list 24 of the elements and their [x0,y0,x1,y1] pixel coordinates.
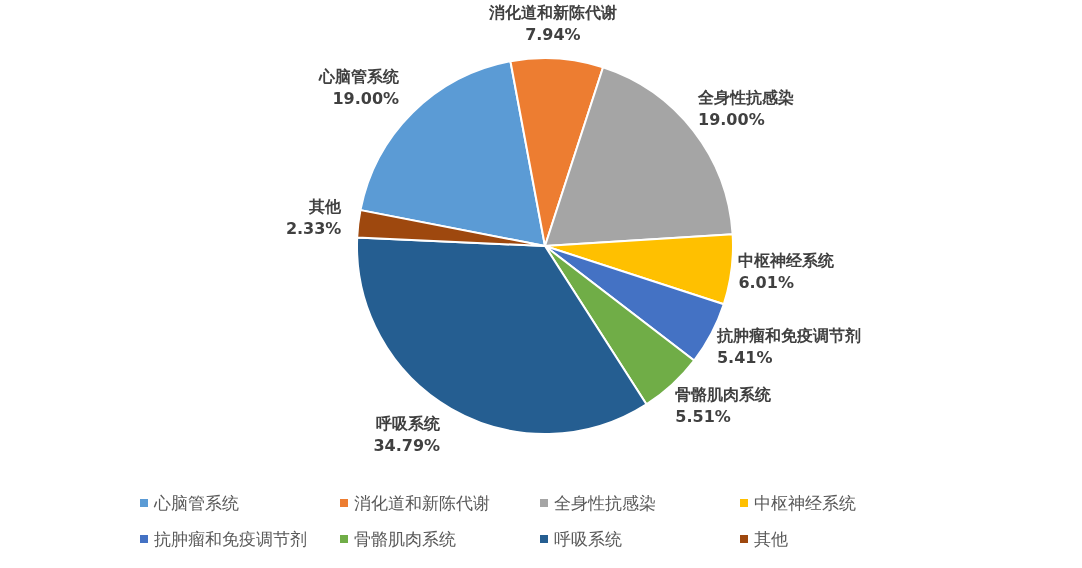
legend-label: 心脑管系统 [154,491,239,515]
slice-label: 抗肿瘤和免疫调节剂 [715,325,861,345]
legend-label: 全身性抗感染 [554,491,656,515]
data-label: 19.00% [698,110,765,130]
slice-label: 呼吸系统 [376,413,442,433]
data-label: 7.94% [525,25,581,45]
data-label: 2.33% [285,218,342,238]
data-label: 5.51% [675,407,731,427]
legend-label: 中枢神经系统 [754,491,856,515]
slice-label: 其他 [308,196,343,216]
legend-label: 消化道和新陈代谢 [354,491,490,515]
slice-label: 心脑管系统 [318,66,401,86]
legend-label: 骨骼肌肉系统 [354,527,456,551]
slice-label: 骨骼肌肉系统 [675,385,773,405]
legend-label: 呼吸系统 [554,527,622,551]
data-label: 19.00% [332,88,400,108]
slice-label: 消化道和新陈代谢 [487,3,617,23]
legend-label: 抗肿瘤和免疫调节剂 [154,527,307,551]
data-label: 6.01% [738,272,794,292]
legend-label: 其他 [754,527,788,551]
data-label: 5.41% [716,347,773,367]
slice-label: 中枢神经系统 [738,250,836,270]
slice-label: 全身性抗感染 [697,88,795,108]
data-label: 34.79% [373,435,441,455]
